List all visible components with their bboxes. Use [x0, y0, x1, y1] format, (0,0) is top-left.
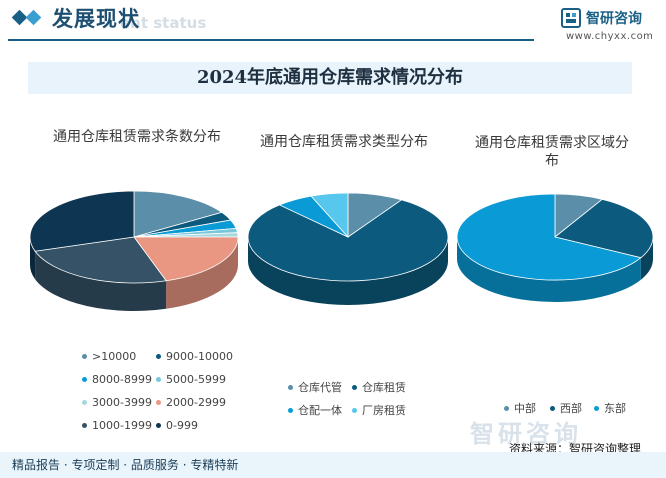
legend-item: 仓配一体 — [288, 402, 342, 418]
legend-label: 8000-8999 — [92, 373, 152, 386]
legend-label: 仓库租赁 — [362, 381, 406, 394]
pie-side-type-1 — [248, 237, 448, 305]
legend-item: 3000-3999 — [82, 396, 152, 409]
legend-dot-icon — [156, 422, 161, 428]
legend-item: 仓库租赁 — [352, 379, 406, 395]
legend-item: 中部 — [504, 400, 536, 416]
pie-slice-type-3 — [310, 192, 349, 239]
legend-dot-icon — [82, 376, 87, 382]
legend-label: 9000-10000 — [166, 350, 233, 363]
pie-slice-region-2 — [456, 193, 642, 281]
chart-title-count: 通用仓库租赁需求条数分布 — [53, 129, 221, 145]
legend-dot-icon — [352, 384, 357, 390]
legend-label: >10000 — [92, 350, 137, 363]
chart-title-region: 通用仓库租赁需求区域分布 — [475, 135, 629, 169]
section-watermark: ent status — [120, 14, 207, 32]
legend-label: 中部 — [514, 402, 536, 415]
legend-label: 东部 — [604, 402, 626, 415]
legend-item: 2000-2999 — [156, 396, 226, 409]
section-title: 发展现状 — [52, 6, 140, 31]
legend-label: 仓库代管 — [298, 381, 342, 394]
logo-name: 智研咨询 — [586, 11, 642, 27]
pie-slice-count-0 — [133, 190, 223, 238]
legend-dot-icon — [156, 399, 161, 405]
legend-item: 9000-10000 — [156, 350, 233, 363]
legend-label: 5000-5999 — [166, 373, 226, 386]
pie-slice-count-5 — [133, 236, 239, 282]
legend-dot-icon — [82, 422, 87, 428]
legend-item: >10000 — [82, 350, 136, 363]
pie-side-region-2 — [457, 237, 641, 302]
pie-type — [247, 192, 449, 305]
legend-dot-icon — [504, 405, 509, 411]
footer-watermark: 智研咨询 — [470, 420, 582, 448]
pie-slice-type-1 — [247, 199, 449, 282]
footer-tagline: 精品报告 · 专项定制 · 品质服务 · 专精特新 — [12, 458, 239, 472]
legend-dot-icon — [82, 399, 87, 405]
footer-band — [0, 452, 666, 478]
legend-dot-icon — [288, 407, 293, 413]
legend-dot-icon — [156, 353, 161, 359]
legend-label: 2000-2999 — [166, 396, 226, 409]
legend-item: 0-999 — [156, 419, 198, 432]
legend-label: 仓配一体 — [298, 404, 342, 417]
legend-item: 仓库代管 — [288, 379, 342, 395]
legend-item: 厂房租赁 — [352, 402, 406, 418]
legend-dot-icon — [352, 407, 357, 413]
title-band — [28, 62, 632, 94]
pie-slice-count-7 — [29, 190, 135, 252]
legend-label: 0-999 — [166, 419, 198, 432]
legend-item: 8000-8999 — [82, 373, 152, 386]
legend-item: 西部 — [550, 400, 582, 416]
pie-side-count-5 — [166, 237, 239, 309]
logo-icon — [561, 8, 581, 28]
logo-url: www.chyxx.com — [566, 31, 654, 42]
legend-label: 3000-3999 — [92, 396, 152, 409]
legend-label: 1000-1999 — [92, 419, 152, 432]
legend-dot-icon — [288, 384, 293, 390]
legend-item: 5000-5999 — [156, 373, 226, 386]
legend-item: 东部 — [594, 400, 626, 416]
legend-label: 西部 — [560, 402, 582, 415]
header-divider — [8, 39, 534, 41]
chart-title-type: 通用仓库租赁需求类型分布 — [260, 134, 428, 150]
pie-slice-region-1 — [554, 198, 654, 259]
pie-region — [456, 193, 654, 302]
header: ent status 发展现状 智研咨询 www.chyxx.com — [0, 0, 666, 44]
pie-side-count-6 — [35, 251, 167, 311]
legend-dot-icon — [594, 405, 599, 411]
main-title: 2024年底通用仓库需求情况分布 — [196, 67, 464, 88]
legend-dot-icon — [156, 376, 161, 382]
legend-label: 厂房租赁 — [362, 404, 406, 417]
pie-slice-count-6 — [34, 236, 167, 284]
legend-dot-icon — [550, 405, 555, 411]
legend-item: 1000-1999 — [82, 419, 152, 432]
legend-dot-icon — [82, 353, 87, 359]
pie-count — [29, 190, 239, 311]
pie-side-count-7 — [30, 237, 36, 280]
